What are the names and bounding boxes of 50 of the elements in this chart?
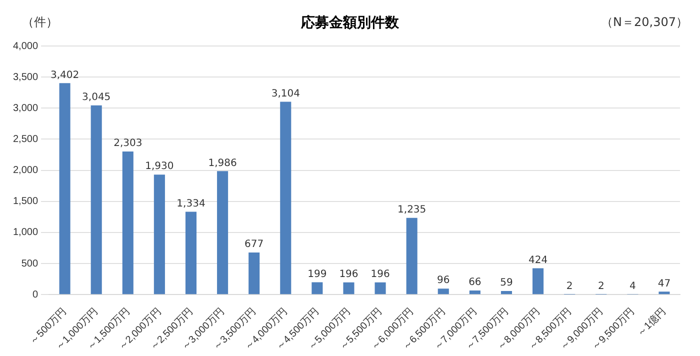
y-tick-label: 2,500 — [12, 134, 38, 145]
data-label: 3,402 — [50, 70, 80, 81]
data-label: 1,930 — [145, 161, 174, 172]
data-label: 677 — [244, 239, 264, 250]
bar — [90, 105, 102, 294]
data-label: 3,045 — [82, 92, 111, 103]
data-label: 66 — [468, 277, 482, 288]
data-label: 196 — [339, 269, 358, 280]
bar — [343, 282, 354, 294]
bar — [248, 252, 260, 294]
data-label: 2,303 — [114, 138, 142, 150]
y-tick-label: 3,000 — [12, 102, 38, 114]
y-tick-label: 500 — [21, 258, 38, 270]
data-label: 59 — [500, 278, 513, 289]
data-label: 2 — [598, 281, 604, 292]
y-tick-label: 3,500 — [12, 72, 38, 83]
y-tick-label: 2,000 — [12, 165, 38, 176]
bar — [154, 174, 165, 294]
bar — [312, 282, 323, 294]
y-tick-label: 1,500 — [12, 196, 38, 208]
data-label: 1,986 — [208, 158, 237, 169]
bar — [185, 212, 197, 294]
bar — [532, 268, 544, 294]
data-label: 2 — [566, 281, 573, 292]
data-label: 3,104 — [271, 88, 300, 100]
bar — [122, 151, 134, 294]
data-label: 47 — [658, 278, 671, 290]
data-label: 196 — [370, 269, 390, 280]
data-label: 199 — [308, 268, 327, 280]
y-tick-label: 0 — [32, 289, 38, 300]
bar — [438, 288, 449, 294]
bar — [469, 290, 480, 294]
text: （N＝20,307） — [601, 14, 688, 31]
y-tick-label: 4,000 — [12, 40, 38, 52]
y-tick-label: 1,000 — [12, 227, 38, 238]
x-tick-label: ～1億円 — [634, 305, 668, 340]
data-label: 4 — [629, 280, 636, 292]
chart-title: 応募金額別件数 — [301, 15, 399, 31]
bar — [500, 290, 512, 294]
bar — [59, 83, 70, 294]
data-label: 96 — [437, 275, 450, 286]
bar — [217, 171, 228, 294]
data-label: 1,334 — [176, 198, 206, 210]
bar — [658, 292, 670, 294]
y-axis-title: （件） — [22, 14, 58, 31]
data-label: 1,235 — [398, 204, 426, 216]
data-label: 424 — [528, 254, 548, 266]
bar — [406, 218, 418, 294]
bar — [280, 102, 292, 294]
bar — [374, 282, 386, 294]
